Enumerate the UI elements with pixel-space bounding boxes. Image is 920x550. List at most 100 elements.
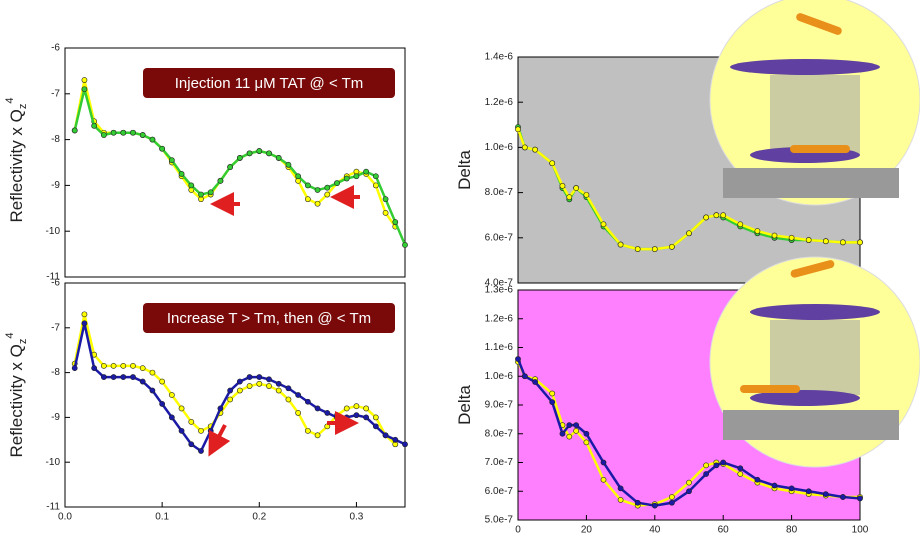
- point: [634, 499, 641, 506]
- point: [559, 430, 566, 437]
- lipid-chains: [770, 320, 860, 395]
- y-axis-label-part: Delta: [455, 385, 474, 425]
- point: [227, 164, 234, 170]
- y-axis-label-part: 4: [4, 333, 16, 339]
- point: [81, 311, 88, 318]
- point: [343, 414, 350, 421]
- y-axis-label-part: Delta: [455, 150, 474, 190]
- point: [275, 387, 282, 394]
- point: [549, 399, 556, 406]
- point: [353, 403, 360, 410]
- substrate: [723, 168, 899, 198]
- illustration: [709, 0, 920, 468]
- arrows: [208, 185, 360, 457]
- point: [227, 396, 234, 403]
- y-tick-label: -11: [46, 502, 60, 513]
- point: [363, 405, 370, 412]
- point: [285, 385, 292, 392]
- point: [669, 499, 675, 506]
- point: [227, 387, 234, 394]
- point: [168, 414, 175, 421]
- point: [149, 387, 156, 394]
- point: [334, 180, 340, 187]
- point: [304, 398, 311, 405]
- point: [110, 129, 117, 136]
- point: [840, 494, 846, 500]
- point: [256, 374, 263, 380]
- point: [634, 246, 641, 252]
- point: [343, 405, 350, 412]
- point: [363, 168, 370, 175]
- y-tick-label: 4.0e-7: [485, 278, 514, 289]
- peptide: [790, 145, 850, 153]
- annotation: Increase T > Tm, then @ < Tm: [167, 310, 371, 327]
- point: [100, 374, 107, 380]
- y-tick-label: -8: [51, 367, 60, 378]
- point: [382, 196, 389, 203]
- y-tick-label: 8.0e-7: [485, 187, 514, 198]
- point: [737, 465, 744, 472]
- point: [703, 471, 709, 477]
- y-tick-label: 1.0e-6: [485, 142, 514, 153]
- point: [324, 184, 331, 191]
- point: [324, 410, 331, 416]
- x-tick-label: 40: [649, 525, 661, 536]
- point: [805, 237, 812, 243]
- point: [805, 488, 812, 495]
- point: [159, 401, 166, 407]
- point: [669, 243, 675, 250]
- point: [130, 362, 136, 369]
- point: [295, 410, 302, 416]
- point: [559, 182, 566, 189]
- point: [139, 132, 146, 138]
- y-tick-label: 9.0e-7: [485, 400, 514, 411]
- point: [532, 146, 538, 153]
- plot: -11 -10 -9 -8 -7 -6 0.0 0.1 0.2 0.3 Reflectivity x…: [4, 278, 408, 523]
- y-axis-label-part: Reflectivity x Q: [7, 344, 26, 457]
- y-axis-label-part: z: [17, 104, 29, 110]
- point: [754, 476, 761, 483]
- y-tick-label: 1.4e-6: [485, 52, 514, 63]
- point: [573, 427, 580, 434]
- y-tick-label: -7: [51, 88, 60, 99]
- y-tick-label: -7: [51, 322, 60, 333]
- point: [236, 155, 243, 161]
- point: [617, 241, 624, 248]
- substrate: [723, 410, 899, 440]
- point: [256, 148, 263, 154]
- point: [521, 144, 528, 151]
- y-tick-label: -6: [51, 278, 60, 289]
- y-tick-label: -10: [46, 457, 61, 468]
- point: [81, 77, 88, 83]
- point: [217, 405, 224, 412]
- annotation: Injection 11 μM TAT @ < Tm: [175, 75, 364, 92]
- point: [81, 320, 88, 327]
- point: [236, 387, 243, 394]
- point: [334, 414, 340, 421]
- y-tick-label: 7.0e-7: [485, 457, 514, 468]
- point: [382, 209, 389, 216]
- point: [566, 422, 573, 429]
- point: [304, 182, 311, 189]
- y-axis-label-part: z: [17, 339, 29, 345]
- point: [217, 177, 224, 184]
- point: [737, 471, 744, 477]
- point: [178, 405, 185, 412]
- point: [703, 462, 709, 469]
- point: [275, 380, 282, 387]
- point: [737, 221, 744, 228]
- point: [139, 365, 146, 372]
- point: [198, 448, 204, 454]
- y-tick-label: -10: [46, 226, 61, 237]
- point: [840, 239, 846, 246]
- y-tick-label: 1.2e-6: [485, 97, 514, 108]
- headgroups: [750, 390, 860, 406]
- plot: -11 -10 -9 -8 -7 -6 Reflectivity x Qz4 Injectio…: [4, 43, 408, 283]
- point: [236, 378, 243, 385]
- point: [120, 374, 127, 380]
- y-tick-label: 6.0e-7: [485, 232, 514, 243]
- point: [110, 362, 117, 369]
- point: [81, 86, 88, 93]
- point: [515, 356, 521, 362]
